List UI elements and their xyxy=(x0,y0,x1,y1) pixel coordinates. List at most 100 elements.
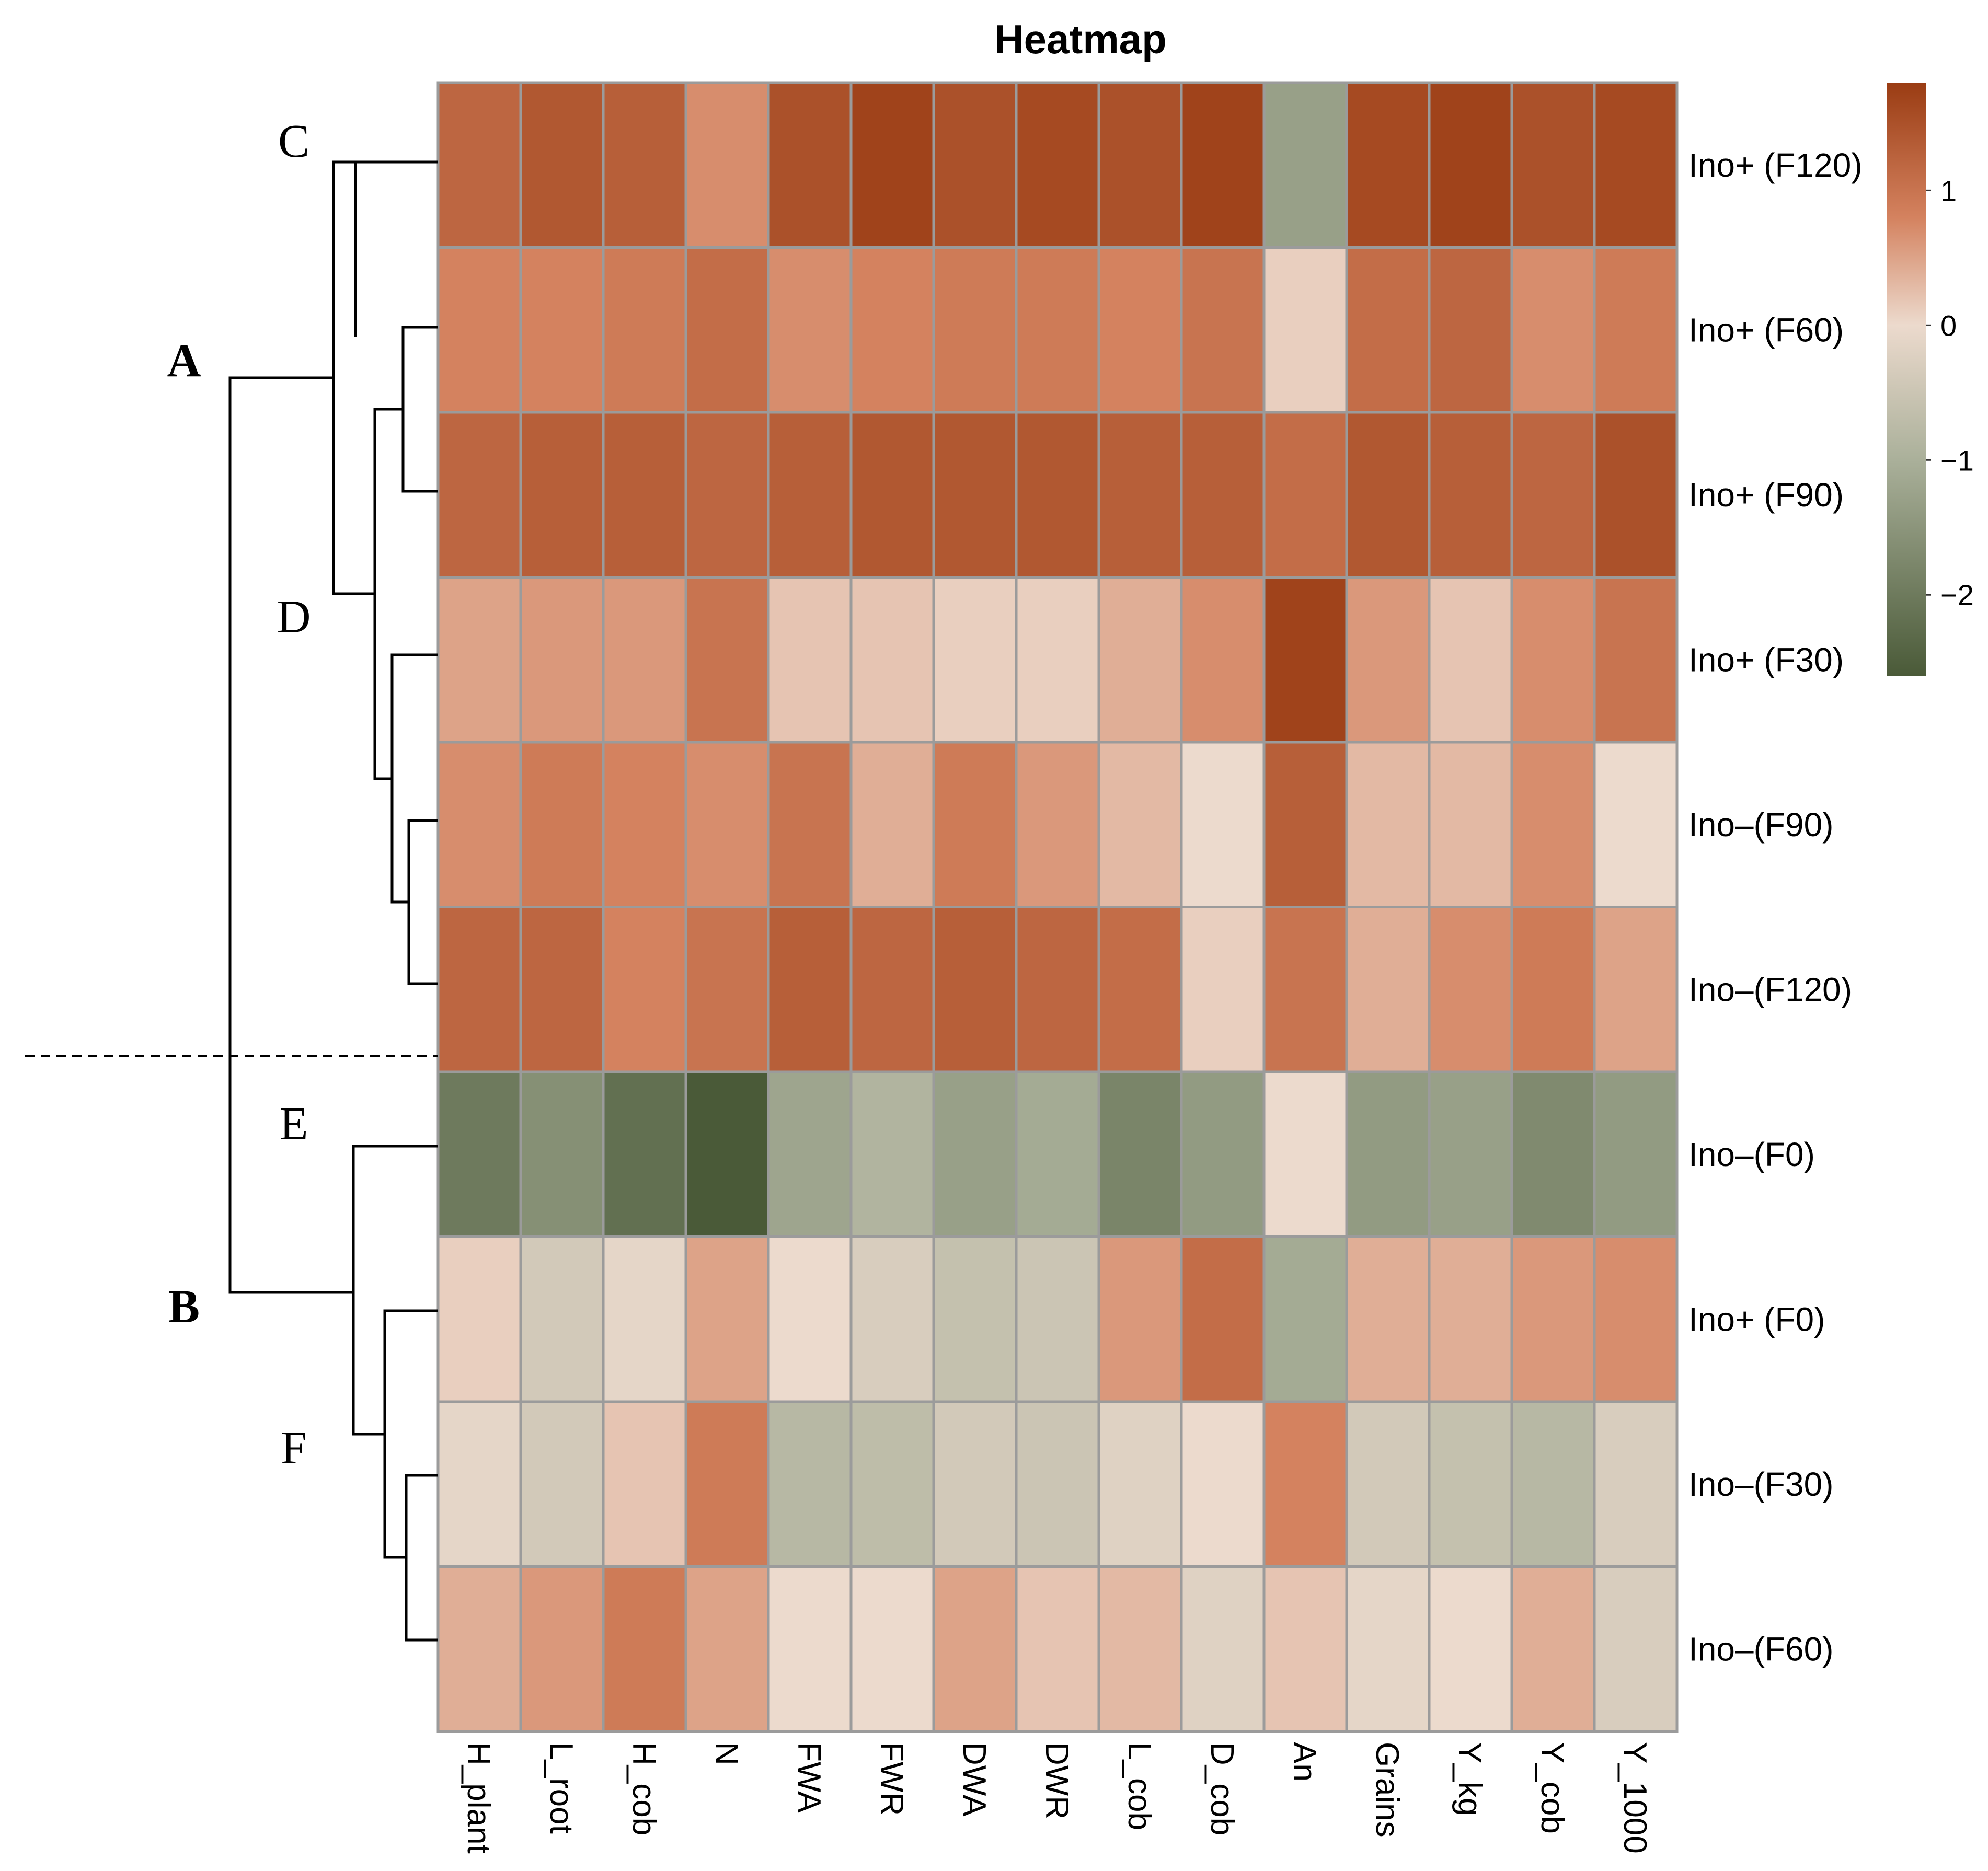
heatmap-cell xyxy=(1510,246,1596,414)
heatmap-cell xyxy=(932,1565,1018,1733)
heatmap-cell xyxy=(436,906,522,1073)
row-label: Ino–(F0) xyxy=(1688,1136,1815,1173)
heatmap-cell xyxy=(1262,411,1348,579)
heatmap-cell xyxy=(684,246,770,414)
column-label: D_cob xyxy=(1204,1742,1240,1835)
heatmap-cell xyxy=(436,1400,522,1568)
dendrogram-branch xyxy=(401,326,438,493)
dendrogram-branch xyxy=(390,653,438,904)
heatmap-cell xyxy=(932,1070,1018,1238)
heatmap-cell xyxy=(1097,1235,1183,1403)
heatmap-cell xyxy=(436,81,522,249)
heatmap-cell xyxy=(932,1400,1018,1568)
heatmap-cell xyxy=(1593,1235,1679,1403)
heatmap-cell xyxy=(1097,411,1183,579)
heatmap-cell xyxy=(849,741,935,908)
heatmap-cell xyxy=(932,246,1018,414)
heatmap-cell xyxy=(1180,1070,1266,1238)
heatmap-cell xyxy=(767,81,853,249)
cluster-labels: A B C D E F xyxy=(167,116,311,1474)
heatmap-cell xyxy=(602,246,687,414)
dendrogram-branch xyxy=(354,160,438,337)
column-label: DWR xyxy=(1039,1742,1075,1819)
heatmap-cell xyxy=(1097,576,1183,744)
heatmap-cell xyxy=(436,1070,522,1238)
heatmap-cell xyxy=(932,411,1018,579)
column-label: Grains xyxy=(1369,1742,1405,1838)
heatmap-cell xyxy=(767,741,853,908)
heatmap-cell xyxy=(1262,1565,1348,1733)
legend-tick-label: 0 xyxy=(1940,309,1957,342)
heatmap-cell xyxy=(1345,741,1431,908)
heatmap-cell xyxy=(1015,411,1100,579)
dendrogram-branch xyxy=(228,376,334,1294)
heatmap-cell xyxy=(602,1070,687,1238)
heatmap-cell xyxy=(1262,1235,1348,1403)
heatmap-cell xyxy=(1593,411,1679,579)
row-label: Ino+ (F120) xyxy=(1688,146,1863,184)
row-label: Ino–(F90) xyxy=(1688,806,1833,844)
heatmap-cell xyxy=(1345,411,1431,579)
heatmap-cell xyxy=(849,906,935,1073)
heatmap-cell xyxy=(1510,81,1596,249)
heatmap-cell xyxy=(1015,906,1100,1073)
legend-tick-label: −1 xyxy=(1940,444,1974,477)
column-label: Y_1000 xyxy=(1617,1742,1653,1854)
row-labels: Ino+ (F120) Ino+ (F60) Ino+ (F90) Ino+ (F30… xyxy=(1688,146,1863,1668)
cluster-label-F: F xyxy=(281,1422,307,1474)
heatmap-cell xyxy=(767,246,853,414)
heatmap-cell xyxy=(1428,1235,1513,1403)
heatmap-cell xyxy=(1015,81,1100,249)
column-label: L_cob xyxy=(1121,1742,1157,1830)
heatmap-cell xyxy=(932,741,1018,908)
cluster-label-D: D xyxy=(277,591,311,643)
dendrogram-branch xyxy=(383,1309,438,1559)
heatmap-cell xyxy=(1510,1565,1596,1733)
heatmap-cell xyxy=(1345,246,1431,414)
heatmap-cell xyxy=(1345,576,1431,744)
heatmap-cell xyxy=(602,906,687,1073)
heatmap-cell xyxy=(1428,1070,1513,1238)
heatmap-cell xyxy=(1345,1235,1431,1403)
column-label: L_root xyxy=(543,1742,579,1834)
heatmap-cell xyxy=(767,906,853,1073)
heatmap-cell xyxy=(1428,246,1513,414)
color-legend-ticks: 1 0 −1 −2 xyxy=(1926,174,1974,611)
column-labels: H_plant L_root H_cob N FWA FWR DWA DWR L_cob D_co… xyxy=(461,1742,1653,1854)
heatmap-cell xyxy=(1180,1235,1266,1403)
column-label: DWA xyxy=(956,1742,992,1817)
heatmap-cell xyxy=(1593,741,1679,908)
row-label: Ino+ (F0) xyxy=(1688,1300,1825,1338)
column-label: H_plant xyxy=(461,1742,497,1854)
heatmap-cell xyxy=(849,246,935,414)
column-label: Y_kg xyxy=(1452,1742,1488,1816)
heatmap-cell xyxy=(849,1070,935,1238)
heatmap-cell xyxy=(519,1070,605,1238)
heatmap-cell xyxy=(767,576,853,744)
heatmap-cell xyxy=(1345,81,1431,249)
heatmap-cell xyxy=(1510,411,1596,579)
heatmap-cell xyxy=(1180,411,1266,579)
heatmap-cell xyxy=(436,411,522,579)
heatmap-cell xyxy=(1593,1070,1679,1238)
heatmap-cell xyxy=(519,1400,605,1568)
heatmap-cell xyxy=(1593,576,1679,744)
row-dendrogram xyxy=(228,160,438,1642)
heatmap-cell xyxy=(1015,246,1100,414)
heatmap-cell xyxy=(1097,906,1183,1073)
row-label: Ino–(F30) xyxy=(1688,1465,1833,1503)
heatmap-cell xyxy=(436,741,522,908)
heatmap-cell xyxy=(436,246,522,414)
dendrogram-branch xyxy=(373,408,403,780)
heatmap-cell xyxy=(1510,906,1596,1073)
heatmap-cell xyxy=(1180,576,1266,744)
heatmap-cell xyxy=(932,1235,1018,1403)
heatmap-cell xyxy=(1015,1565,1100,1733)
heatmap-cell xyxy=(602,576,687,744)
row-label: Ino–(F120) xyxy=(1688,971,1852,1008)
heatmap-cell xyxy=(1180,1400,1266,1568)
heatmap-cell xyxy=(1180,246,1266,414)
heatmap-cell xyxy=(436,576,522,744)
heatmap-cell xyxy=(1262,246,1348,414)
heatmap-cell xyxy=(1097,741,1183,908)
